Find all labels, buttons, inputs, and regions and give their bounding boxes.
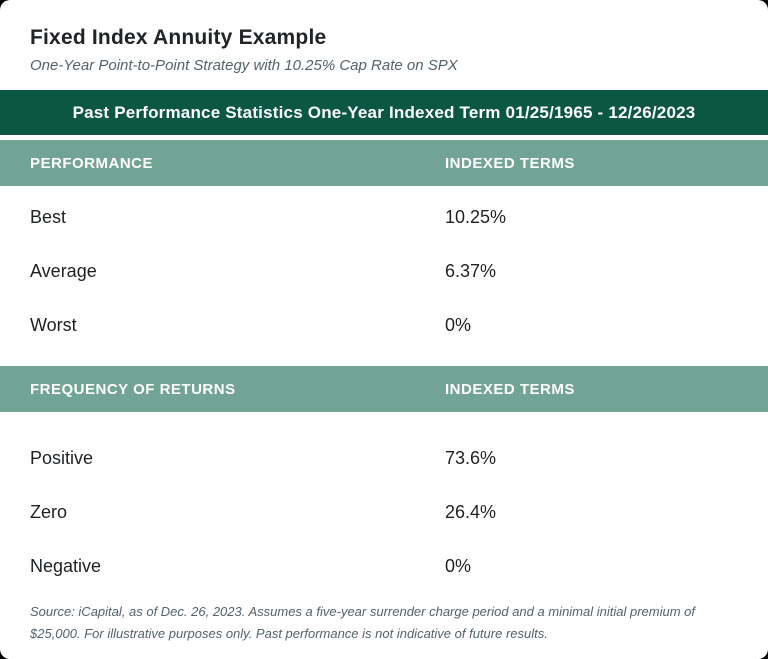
row-value: 6.37% — [445, 260, 497, 281]
row-value: 10.25% — [445, 206, 507, 227]
table-row: Worst 0% — [0, 298, 768, 352]
row-label: Best — [30, 206, 67, 227]
column-header-performance: PERFORMANCE — [30, 154, 154, 172]
row-label: Negative — [30, 555, 102, 576]
page-subtitle: One-Year Point-to-Point Strategy with 10… — [30, 57, 458, 74]
frequency-header-row: FREQUENCY OF RETURNS INDEXED TERMS — [0, 366, 768, 412]
row-value: 0% — [445, 555, 472, 576]
frequency-rows: Positive 73.6% Zero 26.4% Negative 0% — [0, 412, 768, 593]
frequency-section: FREQUENCY OF RETURNS INDEXED TERMS Posit… — [0, 366, 768, 593]
column-header-indexed-terms: INDEXED TERMS — [445, 154, 575, 172]
performance-header-row: PERFORMANCE INDEXED TERMS — [0, 140, 768, 186]
source-footnote: Source: iCapital, as of Dec. 26, 2023. A… — [30, 604, 695, 641]
performance-section: PERFORMANCE INDEXED TERMS Best 10.25% Av… — [0, 140, 768, 366]
row-label: Average — [30, 260, 97, 281]
table-row: Positive 73.6% — [0, 431, 768, 485]
table-row: Zero 26.4% — [0, 485, 768, 539]
card-header: Fixed Index Annuity Example One-Year Poi… — [0, 0, 768, 78]
table-row: Average 6.37% — [0, 244, 768, 298]
column-header-indexed-terms: INDEXED TERMS — [445, 380, 575, 398]
statistics-banner: Past Performance Statistics One-Year Ind… — [0, 90, 768, 135]
table-row: Best 10.25% — [0, 190, 768, 244]
row-label: Worst — [30, 314, 77, 335]
row-value: 26.4% — [445, 501, 497, 522]
column-header-frequency: FREQUENCY OF RETURNS — [30, 380, 236, 398]
row-value: 0% — [445, 314, 472, 335]
row-value: 73.6% — [445, 447, 497, 468]
page-title: Fixed Index Annuity Example — [30, 26, 327, 49]
performance-rows: Best 10.25% Average 6.37% Worst 0% — [0, 186, 768, 366]
row-label: Zero — [30, 501, 68, 522]
row-label: Positive — [30, 447, 94, 468]
table-row: Negative 0% — [0, 539, 768, 593]
